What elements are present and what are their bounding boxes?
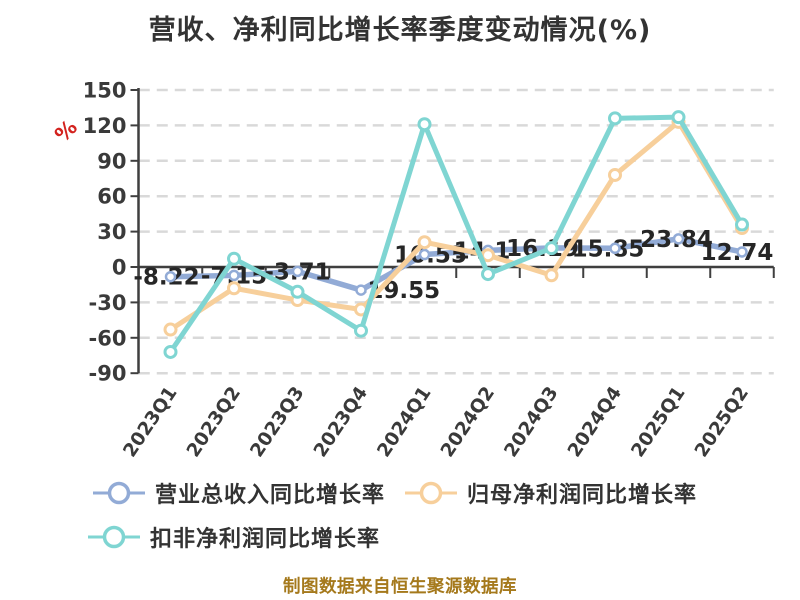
x-tick-label: 2024Q3: [500, 383, 562, 461]
legend-item-non-gaap-profit-growth[interactable]: 扣非净利润同比增长率: [87, 521, 380, 553]
data-point[interactable]: [164, 270, 177, 283]
data-point[interactable]: [291, 265, 304, 278]
chart-title: 营收、净利同比增长率季度变动情况(%): [148, 15, 652, 46]
data-point[interactable]: [671, 110, 686, 125]
data-point[interactable]: [163, 344, 178, 359]
data-point[interactable]: [228, 269, 240, 282]
legend-label-non-gaap-profit-growth: 扣非净利润同比增长率: [150, 527, 381, 552]
data-point[interactable]: [481, 267, 495, 282]
x-tick-label: 2024Q4: [564, 383, 626, 461]
x-tick-label: 2025Q2: [691, 383, 753, 461]
x-tick-label: 2023Q4: [310, 383, 372, 461]
data-point[interactable]: [417, 235, 432, 250]
y-tick-label: -30: [89, 291, 127, 315]
legend-item-net-profit-growth[interactable]: 归母净利润同比增长率: [404, 477, 697, 509]
data-point[interactable]: [227, 281, 241, 296]
y-tick-label: -90: [89, 362, 127, 386]
y-tick-label: 30: [97, 220, 126, 244]
data-point[interactable]: [544, 268, 559, 283]
data-point[interactable]: [735, 217, 749, 232]
x-tick-label: 2025Q1: [627, 383, 689, 461]
x-tick-label: 2024Q1: [373, 383, 435, 461]
y-tick-label: 150: [83, 79, 127, 103]
legend-label-revenue-growth: 营业总收入同比增长率: [155, 483, 386, 508]
data-point[interactable]: [736, 246, 748, 258]
data-point[interactable]: [290, 284, 305, 299]
data-point[interactable]: [672, 233, 685, 245]
data-point[interactable]: [418, 248, 431, 261]
y-tick-label: 120: [83, 114, 127, 138]
x-tick-label: 2023Q2: [183, 383, 245, 461]
footer-data-source-note: 制图数据来自恒生聚源数据库: [283, 577, 517, 597]
data-point[interactable]: [608, 167, 622, 182]
data-point[interactable]: [609, 242, 621, 255]
x-tick-label: 2023Q1: [119, 383, 181, 461]
legend-line-circle-icon: [93, 481, 145, 505]
y-tick-label: 90: [97, 149, 126, 173]
data-point[interactable]: [544, 241, 559, 256]
legend-line-circle-icon: [88, 525, 140, 549]
x-tick-label: 2023Q3: [246, 383, 308, 461]
series-line: [168, 119, 745, 333]
data-point[interactable]: [354, 323, 368, 338]
legend-line-circle-icon: [405, 481, 457, 505]
legend-label-net-profit-growth: 归母净利润同比增长率: [467, 483, 698, 508]
data-point[interactable]: [227, 251, 241, 266]
data-label: 15.85: [572, 236, 645, 262]
data-point[interactable]: [163, 322, 178, 337]
data-point[interactable]: [355, 284, 367, 296]
data-point[interactable]: [417, 117, 432, 132]
y-tick-label: 0: [112, 256, 127, 280]
y-tick-label: 60: [97, 185, 126, 209]
legend-item-revenue-growth[interactable]: 营业总收入同比增长率: [92, 477, 385, 509]
data-point[interactable]: [608, 111, 622, 126]
x-tick-label: 2024Q2: [437, 383, 499, 461]
y-axis-unit-label: %: [50, 115, 82, 147]
y-tick-label: -60: [89, 326, 127, 350]
series-line: [168, 114, 745, 355]
